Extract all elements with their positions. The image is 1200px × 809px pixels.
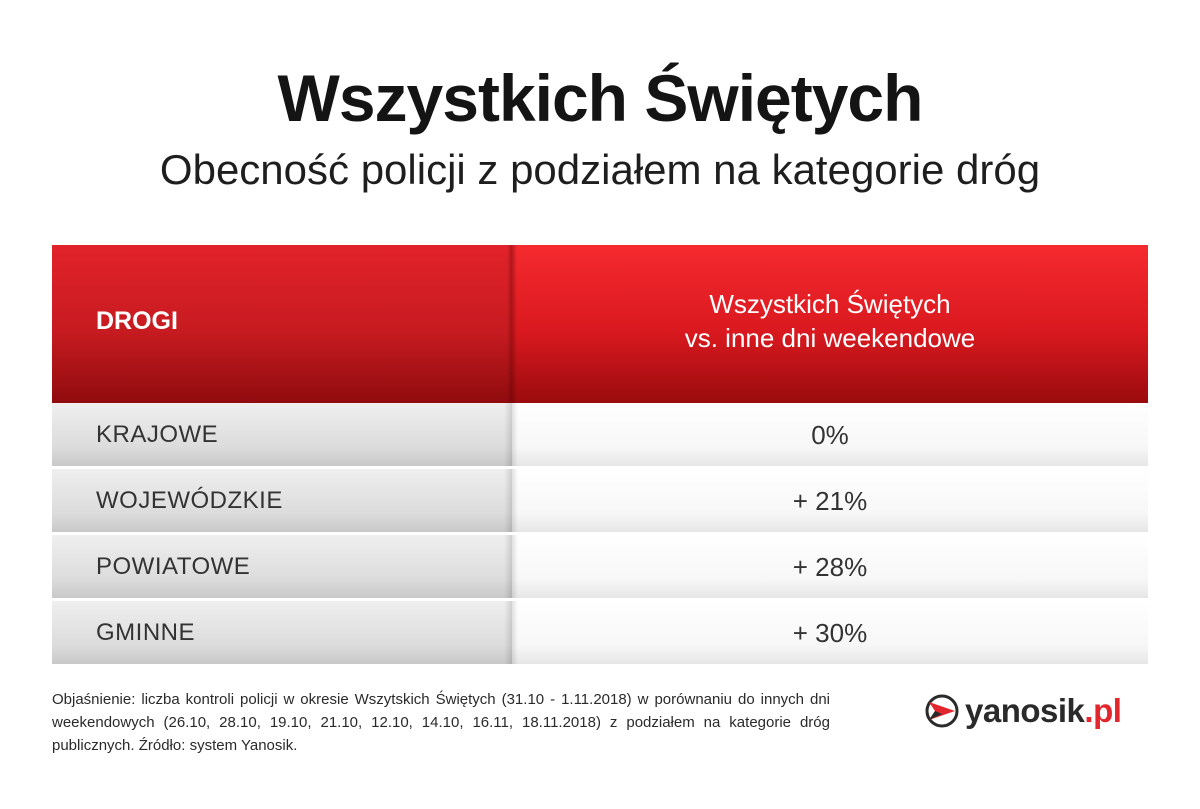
road-category-label: GMINNE bbox=[96, 619, 195, 646]
change-value: 0% bbox=[811, 420, 849, 450]
row-value-cell bbox=[512, 403, 1148, 466]
change-value: + 21% bbox=[792, 486, 868, 516]
row-label-cell bbox=[52, 601, 512, 664]
row-divider bbox=[504, 601, 518, 664]
table-row: KRAJOWE 0% bbox=[52, 403, 1148, 466]
row-divider bbox=[504, 403, 518, 466]
yanosik-logo-icon bbox=[925, 694, 959, 728]
column-header-line-1: Wszystkich Świętych bbox=[709, 289, 951, 319]
logo-name: yanosik bbox=[965, 692, 1085, 729]
row-value-cell bbox=[512, 601, 1148, 664]
road-category-label: KRAJOWE bbox=[96, 421, 219, 448]
header-divider bbox=[507, 245, 517, 403]
yanosik-logo[interactable]: yanosik.pl bbox=[925, 692, 1151, 732]
logo-tld: .pl bbox=[1084, 692, 1122, 729]
row-value-cell bbox=[512, 535, 1148, 598]
page-subtitle: Obecność policji z podziałem na kategori… bbox=[159, 146, 1041, 193]
change-value: + 30% bbox=[792, 618, 868, 648]
row-label-cell bbox=[52, 535, 512, 598]
row-label-cell bbox=[52, 403, 512, 466]
road-category-label: WOJEWÓDZKIE bbox=[96, 487, 283, 514]
road-category-label: POWIATOWE bbox=[96, 553, 251, 580]
column-header-comparison: Wszystkich Świętych vs. inne dni weekend… bbox=[512, 287, 1148, 355]
table-row: WOJEWÓDZKIE + 21% bbox=[52, 469, 1148, 532]
table-row: GMINNE + 30% bbox=[52, 601, 1148, 664]
header-cell-comparison bbox=[512, 245, 1148, 403]
column-header-roads: DROGI bbox=[96, 307, 178, 335]
row-value-cell bbox=[512, 469, 1148, 532]
table-header: DROGI Wszystkich Świętych vs. inne dni w… bbox=[52, 245, 1148, 403]
row-divider bbox=[504, 469, 518, 532]
page-title: Wszystkich Świętych bbox=[277, 61, 924, 135]
logo-wordmark: yanosik.pl bbox=[965, 692, 1122, 730]
change-value: + 28% bbox=[792, 552, 868, 582]
column-header-line-2: vs. inne dni weekendowe bbox=[684, 323, 976, 353]
table-row: POWIATOWE + 28% bbox=[52, 535, 1148, 598]
header-cell-roads bbox=[52, 245, 512, 403]
data-table: DROGI Wszystkich Świętych vs. inne dni w… bbox=[52, 245, 1148, 666]
row-label-cell bbox=[52, 469, 512, 532]
footnote-explanation: Objaśnienie: liczba kontroli policji w o… bbox=[52, 691, 830, 754]
row-divider bbox=[504, 535, 518, 598]
